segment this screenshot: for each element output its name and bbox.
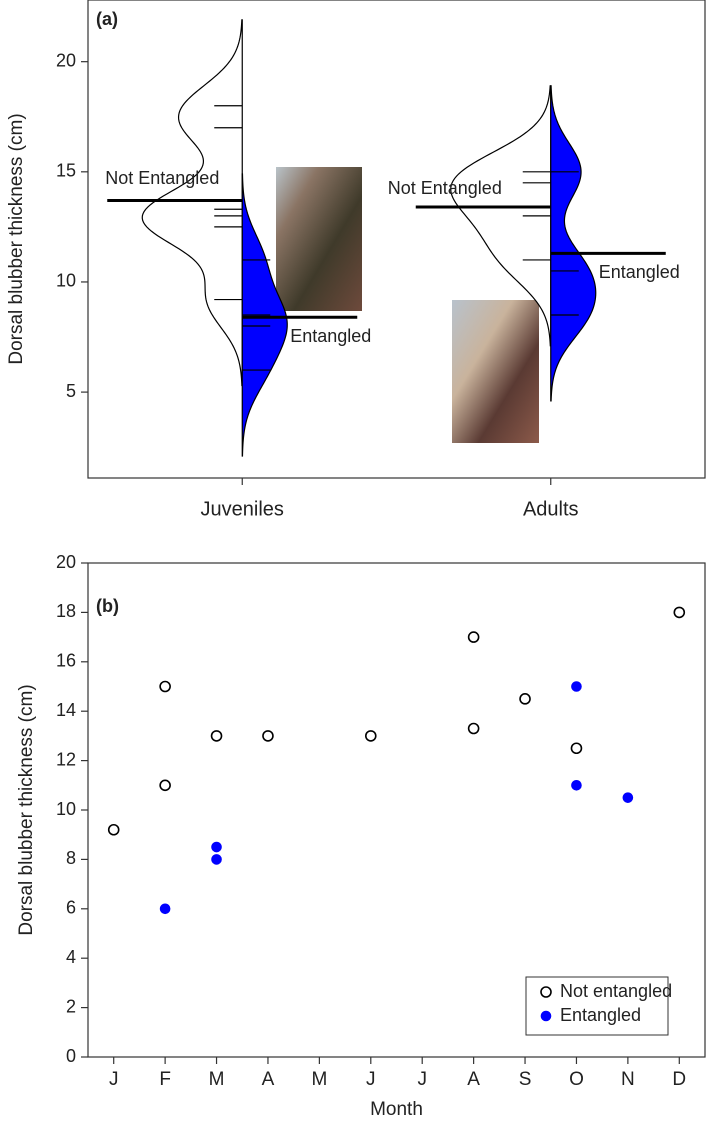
point xyxy=(570,742,583,755)
y-tick-label: 8 xyxy=(66,848,76,868)
point xyxy=(159,779,171,792)
y-axis-label: Dorsal blubber thickness (cm) xyxy=(16,684,37,935)
x-tick-label: S xyxy=(519,1069,532,1090)
y-tick-label: 20 xyxy=(56,552,76,572)
y-tick-label: 16 xyxy=(56,651,76,671)
y-tick-label: 20 xyxy=(56,50,76,70)
point xyxy=(673,606,686,619)
x-tick-label: F xyxy=(159,1069,171,1090)
x-tick-label: A xyxy=(467,1069,480,1090)
photo-adult xyxy=(452,300,539,443)
legend-label: Entangled xyxy=(560,1005,641,1025)
mean-label: Not Entangled xyxy=(105,168,219,188)
y-axis-label: Dorsal blubber thickness (cm) xyxy=(6,113,27,364)
point xyxy=(211,841,222,853)
point xyxy=(467,722,480,735)
x-tick-label: J xyxy=(109,1069,119,1090)
y-tick-label: 15 xyxy=(56,161,76,181)
x-axis-label: Month xyxy=(370,1099,423,1120)
bean-half xyxy=(550,85,597,402)
y-tick-label: 5 xyxy=(66,381,76,401)
y-tick-label: 12 xyxy=(56,749,76,769)
bean-half xyxy=(450,85,552,347)
x-tick-label: J xyxy=(417,1069,427,1090)
x-tick-label: M xyxy=(209,1069,225,1090)
legend-label: Not entangled xyxy=(560,981,672,1001)
x-tick-label: M xyxy=(311,1069,327,1090)
point xyxy=(107,823,120,836)
point xyxy=(571,779,582,791)
y-tick-label: 18 xyxy=(56,601,76,621)
point xyxy=(519,693,531,705)
point xyxy=(364,730,377,742)
mean-label: Entangled xyxy=(599,262,680,282)
y-tick-label: 2 xyxy=(66,996,76,1016)
y-tick-label: 10 xyxy=(56,799,76,819)
panel-label: (b) xyxy=(96,596,119,616)
y-tick-label: 0 xyxy=(66,1046,76,1066)
point xyxy=(571,681,582,692)
plot-frame xyxy=(87,0,706,479)
x-tick-label: J xyxy=(366,1069,376,1090)
panel-label: (a) xyxy=(96,9,118,29)
y-tick-label: 10 xyxy=(56,271,76,291)
x-tick-label: Adults xyxy=(523,498,579,520)
point xyxy=(262,730,274,742)
point xyxy=(210,730,223,742)
legend-marker xyxy=(540,986,552,998)
mean-label: Entangled xyxy=(290,326,371,346)
x-tick-label: N xyxy=(621,1069,635,1090)
legend-marker xyxy=(540,1010,552,1022)
point xyxy=(159,903,171,915)
x-tick-label: O xyxy=(569,1069,584,1090)
point xyxy=(159,680,171,693)
point xyxy=(211,854,222,865)
x-tick-label: A xyxy=(262,1069,275,1090)
mean-label: Not Entangled xyxy=(388,178,502,198)
x-tick-label: Juveniles xyxy=(201,498,284,520)
y-tick-label: 4 xyxy=(66,947,76,967)
point xyxy=(622,792,634,803)
x-tick-label: D xyxy=(672,1069,686,1090)
legend-box xyxy=(525,976,669,1036)
point xyxy=(467,631,480,643)
bean-half xyxy=(141,19,243,387)
y-tick-label: 6 xyxy=(66,898,76,918)
photo-juvenile xyxy=(276,167,362,311)
y-tick-label: 14 xyxy=(56,700,76,720)
